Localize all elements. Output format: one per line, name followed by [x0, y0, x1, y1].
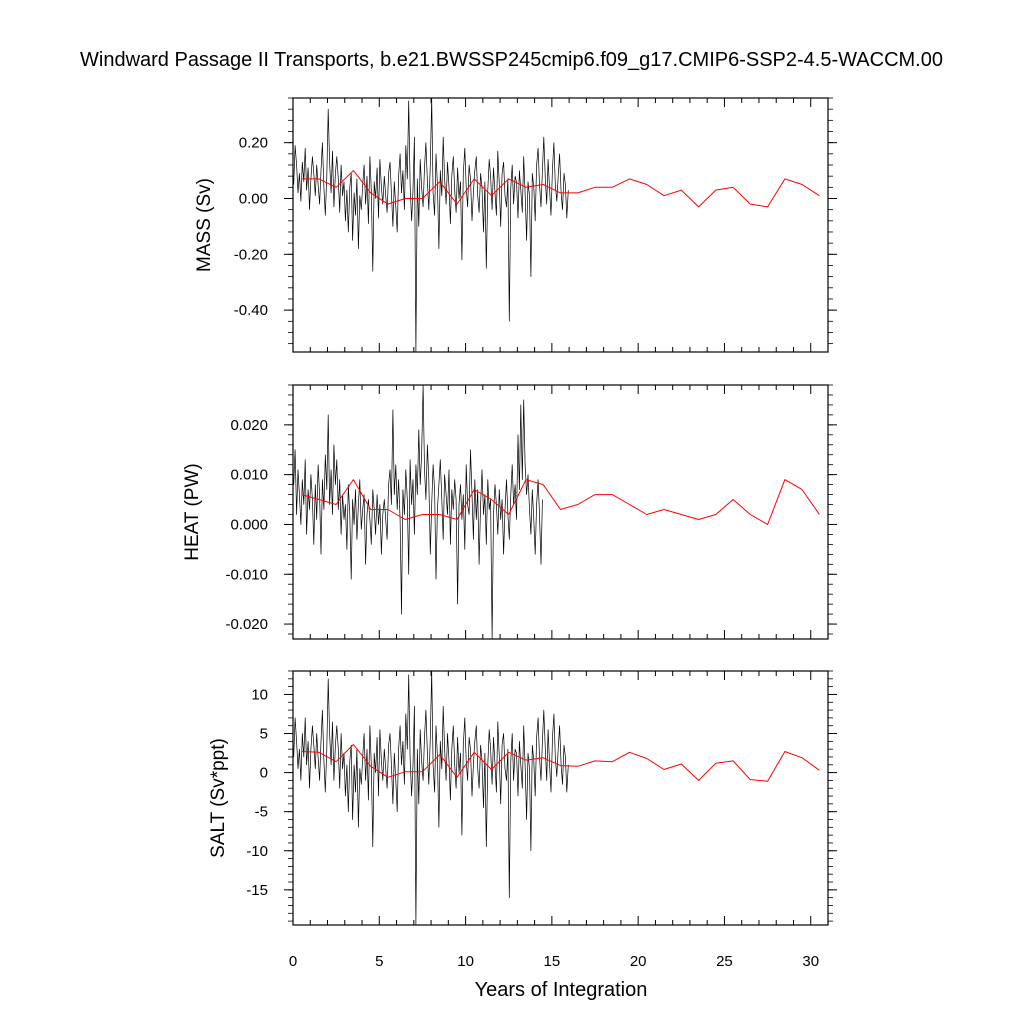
x-tick-label: 15 [544, 953, 561, 970]
x-tick-label: 30 [802, 953, 819, 970]
y-tick-label: -15 [246, 882, 268, 899]
x-axis-label: Years of Integration [475, 979, 648, 1001]
x-tick-label: 0 [289, 953, 297, 970]
y-axis-label: HEAT (PW) [182, 463, 203, 560]
y-tick-label: 0.000 [230, 516, 268, 533]
panel-frame [292, 670, 829, 926]
chart-title: Windward Passage II Transports, b.e21.BW… [80, 49, 943, 71]
monthly-line [293, 670, 569, 926]
x-tick-label: 5 [375, 953, 383, 970]
y-tick-label: 10 [251, 686, 268, 703]
y-tick-label: 0.20 [239, 135, 268, 152]
panel-salt: SALT (Sv*ppt) 10 5 0 -5 -10 -15 [208, 670, 837, 926]
y-tick-label: 5 [260, 726, 268, 743]
y-tick-label: 0 [260, 765, 268, 782]
y-tick-label: 0.020 [230, 417, 268, 434]
panel-frame [292, 384, 829, 640]
annual-mean-line [301, 479, 820, 525]
y-tick-label: 0.00 [239, 190, 268, 207]
x-tick-label: 10 [457, 953, 474, 970]
monthly-line [293, 384, 543, 640]
y-tick-label: -0.40 [234, 302, 268, 319]
monthly-line [293, 97, 569, 353]
y-tick-label: -0.20 [234, 246, 268, 263]
y-axis-label: SALT (Sv*ppt) [208, 738, 229, 858]
x-tick-label: 20 [630, 953, 647, 970]
annual-mean-line [301, 170, 820, 208]
y-tick-label: 0.010 [230, 467, 268, 484]
y-tick-label: -0.020 [225, 616, 268, 633]
panel-mass: MASS (Sv) 0.20 0.00 -0.20 -0.40 [194, 97, 837, 353]
y-axis-label: MASS (Sv) [194, 178, 215, 272]
y-tick-label: -10 [246, 843, 268, 860]
y-tick-label: -5 [255, 804, 268, 821]
panel-heat: HEAT (PW) 0.020 0.010 0.000 -0.010 -0.020 [182, 384, 837, 640]
x-tick-label: 25 [716, 953, 733, 970]
y-tick-label: -0.010 [225, 566, 268, 583]
panel-frame [292, 97, 829, 353]
annual-mean-line [301, 744, 820, 782]
